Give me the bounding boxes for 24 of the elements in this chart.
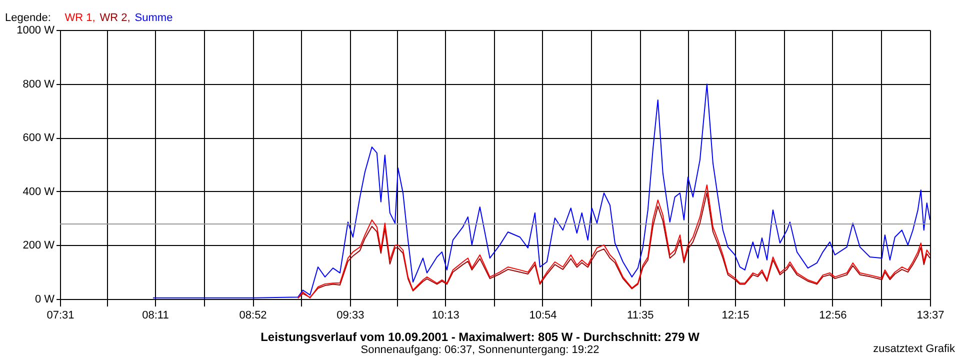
x-tick-label: 13:37 [916,310,944,322]
text: WR 2, [100,12,130,24]
text: Sonnenaufgang: 06:37, Sonnenuntergang: 19:22 [360,344,600,356]
x-tick-label: 08:52 [239,310,267,322]
y-tick-label: 600 W [22,132,56,144]
x-tick-label: 12:15 [722,310,750,322]
y-tick-label: 400 W [22,186,56,198]
x-tick-label: 12:56 [819,310,847,322]
line-series [152,84,930,298]
x-tick-label: 07:31 [46,310,74,322]
y-tick-label: 0 W [34,294,56,306]
text: Summe [134,12,173,24]
y-tick-label: 1000 W [16,24,56,36]
x-tick-label: 10:54 [529,310,557,322]
x-tick-label: 09:33 [336,310,364,322]
x-tick-label: 08:11 [142,310,169,322]
y-tick-label: 200 W [22,240,56,252]
y-tick-label: 800 W [22,78,56,90]
text: Leistungsverlauf vom 10.09.2001 - Maximalwert: 805 W - Durchschnitt: 279 W [260,330,700,344]
text: zusatztext Grafik [873,343,956,355]
text: WR 1, [64,12,96,24]
x-tick-label: 10:13 [432,310,460,322]
x-tick-label: 11:35 [627,310,654,322]
legend-title: Legende: [5,12,51,24]
